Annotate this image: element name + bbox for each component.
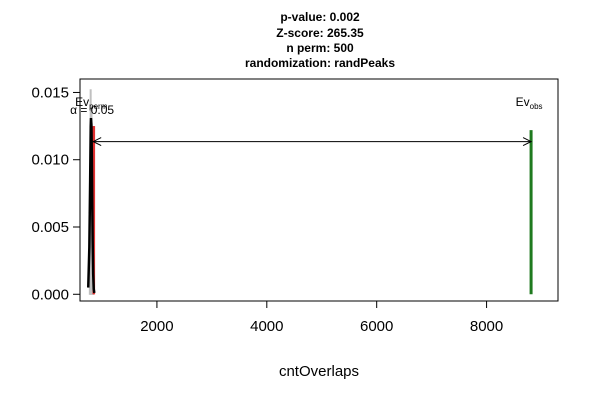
ev-obs-annotation: Evobs bbox=[516, 95, 543, 111]
ev-obs-main: Ev bbox=[516, 95, 530, 109]
title-line-pvalue: p-value: 0.002 bbox=[280, 10, 360, 24]
ev-perm-annotation: Evperm bbox=[75, 95, 108, 111]
x-tick-label: 6000 bbox=[360, 318, 393, 335]
ev-obs-sub: obs bbox=[530, 102, 543, 111]
x-tick-label: 8000 bbox=[470, 318, 503, 335]
ev-perm-sub: perm bbox=[89, 102, 108, 111]
arrow-head-left bbox=[92, 137, 102, 147]
density-curve bbox=[86, 117, 96, 294]
alpha-annotation: α = 0.05 bbox=[70, 103, 114, 117]
x-axis: 2000 4000 6000 8000 bbox=[140, 301, 503, 335]
x-tick-label: 2000 bbox=[140, 318, 173, 335]
title-line-nperm: n perm: 500 bbox=[286, 41, 354, 55]
x-axis-label: cntOverlaps bbox=[279, 363, 359, 380]
y-tick-label: 0.010 bbox=[31, 152, 69, 169]
y-tick-label: 0.000 bbox=[31, 286, 69, 303]
title-line-randomization: randomization: randPeaks bbox=[245, 56, 395, 70]
ev-perm-main: Ev bbox=[75, 95, 89, 109]
title-line-zscore: Z-score: 265.35 bbox=[276, 26, 364, 40]
plot-frame bbox=[79, 78, 559, 302]
permuted-density bbox=[86, 117, 96, 294]
arrow-head-right bbox=[522, 137, 533, 147]
x-tick-label: 4000 bbox=[250, 318, 283, 335]
y-tick-label: 0.005 bbox=[31, 219, 69, 236]
distance-arrow bbox=[92, 137, 533, 147]
y-tick-label: 0.015 bbox=[31, 84, 69, 101]
chart-title: p-value: 0.002 Z-score: 265.35 n perm: 5… bbox=[245, 10, 395, 70]
y-axis: 0.000 0.005 0.010 0.015 bbox=[31, 84, 80, 303]
